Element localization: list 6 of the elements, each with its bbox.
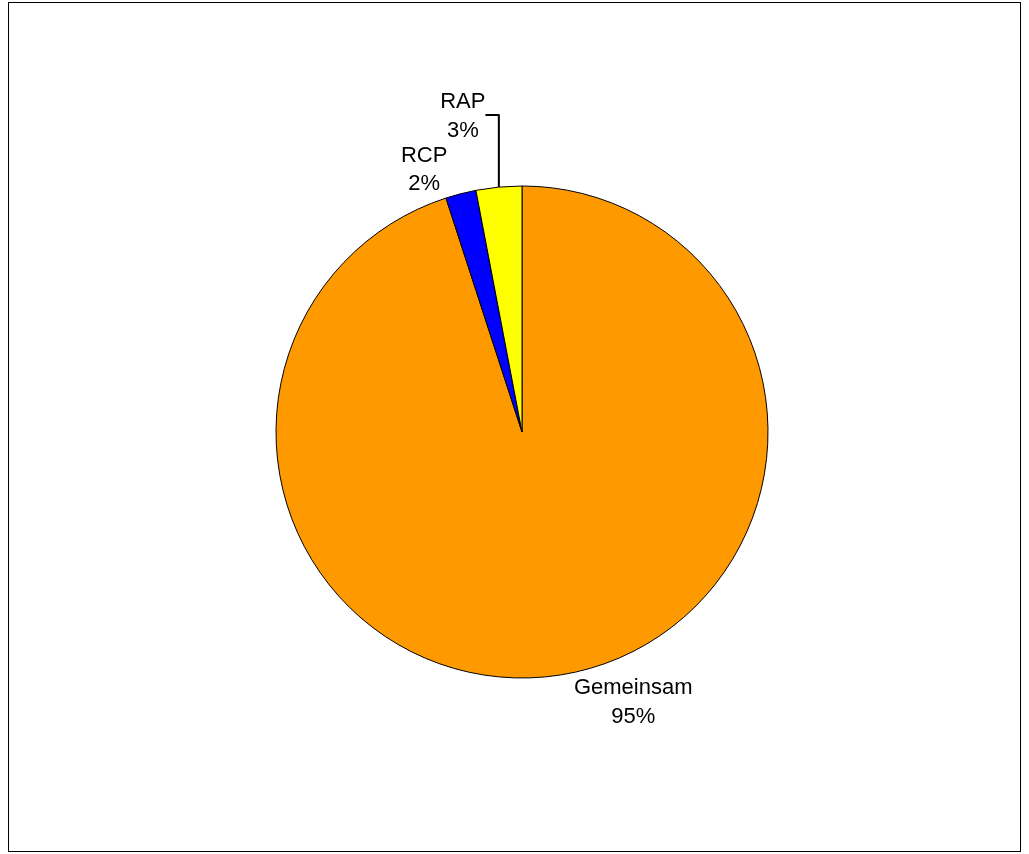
data-label: 95% [611,702,656,728]
slice-label: Gemeinsam [573,674,693,700]
slice-label: RCP [400,141,448,167]
data-label: 3% [446,116,479,142]
data-label: 2% [408,170,441,196]
slice-label: RAP [440,88,486,114]
